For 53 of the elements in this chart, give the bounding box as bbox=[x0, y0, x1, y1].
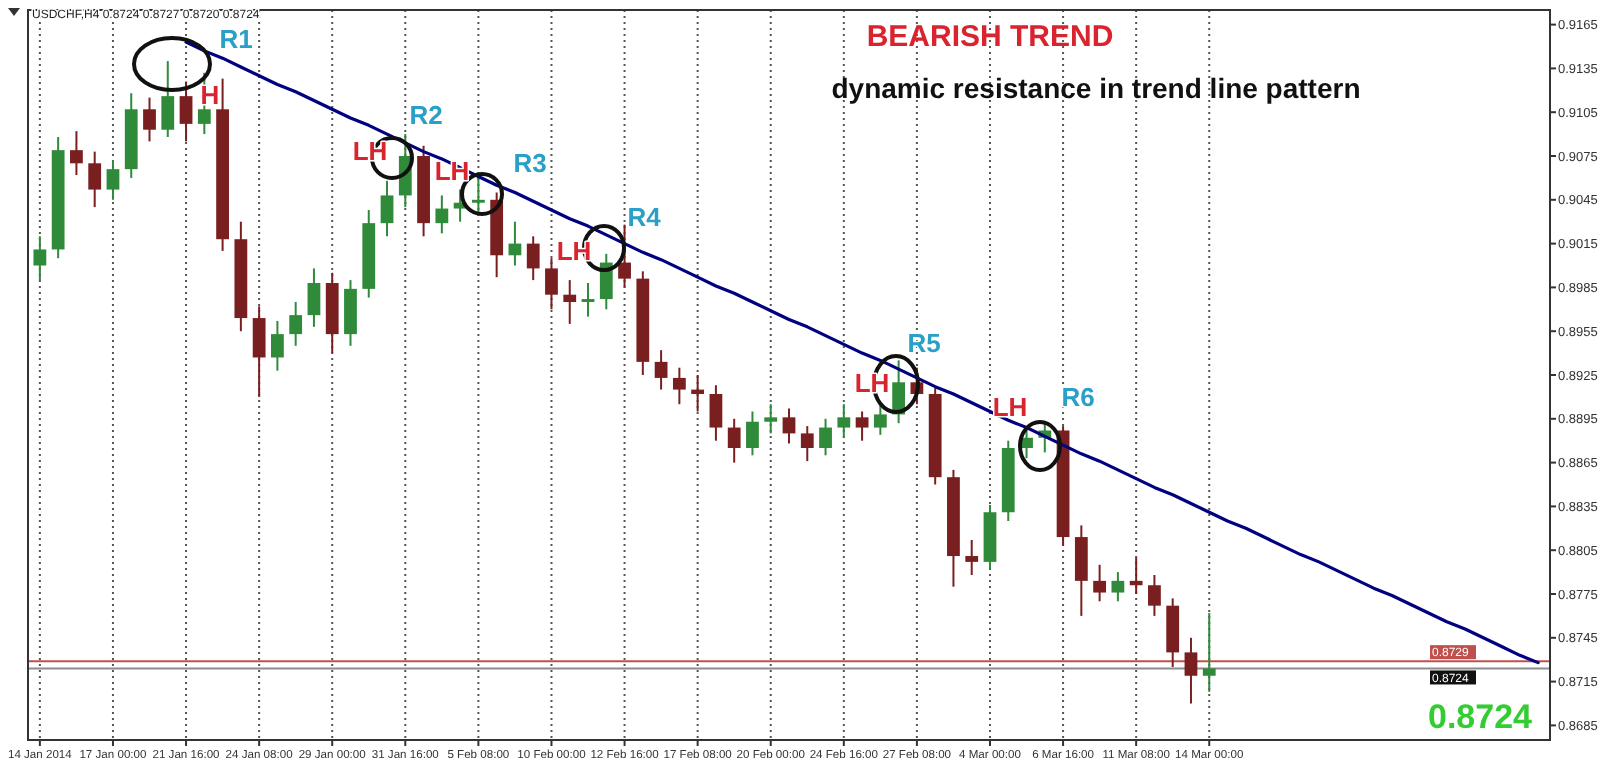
candlestick bbox=[271, 319, 284, 372]
candlestick bbox=[344, 279, 357, 347]
annotation: R2 bbox=[409, 100, 443, 130]
annotation: LH bbox=[992, 392, 1028, 422]
annotation: R4 bbox=[627, 202, 663, 232]
candlestick bbox=[837, 403, 851, 439]
candlestick bbox=[435, 194, 449, 235]
candlestick bbox=[746, 410, 759, 457]
candlestick bbox=[782, 407, 796, 445]
candlestick bbox=[1074, 524, 1088, 617]
candlestick bbox=[252, 305, 266, 398]
candlestick bbox=[88, 150, 102, 209]
candlestick bbox=[800, 425, 814, 463]
candlestick bbox=[471, 173, 485, 216]
candlestick bbox=[1129, 556, 1143, 595]
candlestick bbox=[764, 403, 778, 435]
candlestick bbox=[618, 223, 631, 289]
candlestick bbox=[563, 279, 577, 325]
candlestick bbox=[1202, 611, 1216, 693]
candlestick bbox=[179, 80, 193, 143]
candlestick bbox=[691, 374, 705, 413]
candlestick bbox=[654, 349, 668, 391]
candlestick bbox=[70, 130, 83, 176]
candlestick bbox=[1166, 597, 1180, 668]
annotation: R5 bbox=[907, 328, 941, 358]
candlestick bbox=[709, 384, 723, 442]
candlestick bbox=[33, 235, 47, 282]
candlestick bbox=[1184, 636, 1198, 705]
candlestick bbox=[965, 538, 979, 577]
candlestick bbox=[1148, 574, 1161, 617]
chart-title: BEARISH TREND bbox=[866, 20, 1114, 54]
candlestick bbox=[380, 179, 394, 238]
candlestick bbox=[161, 60, 175, 139]
candlestick bbox=[727, 417, 741, 464]
annotation: R6 bbox=[1061, 382, 1095, 412]
candlestick bbox=[289, 301, 303, 347]
annotation: R3 bbox=[513, 148, 547, 178]
candlestick bbox=[581, 282, 595, 318]
candlestick bbox=[545, 257, 558, 311]
candlestick bbox=[143, 96, 156, 143]
candlestick bbox=[1093, 563, 1107, 603]
annotation: LH bbox=[434, 156, 470, 186]
candlestick bbox=[855, 410, 869, 442]
candlestick bbox=[819, 417, 832, 457]
candlestick bbox=[307, 267, 321, 328]
annotation: R1 bbox=[219, 24, 253, 54]
text: dynamic resistance in trend line pattern bbox=[831, 72, 1361, 104]
candlestick bbox=[106, 159, 120, 201]
candlestick bbox=[873, 403, 887, 436]
candlestick bbox=[526, 235, 540, 282]
candlestick bbox=[672, 366, 686, 406]
annotation: 0.8724 bbox=[1428, 698, 1534, 736]
candlestick bbox=[1111, 571, 1125, 603]
